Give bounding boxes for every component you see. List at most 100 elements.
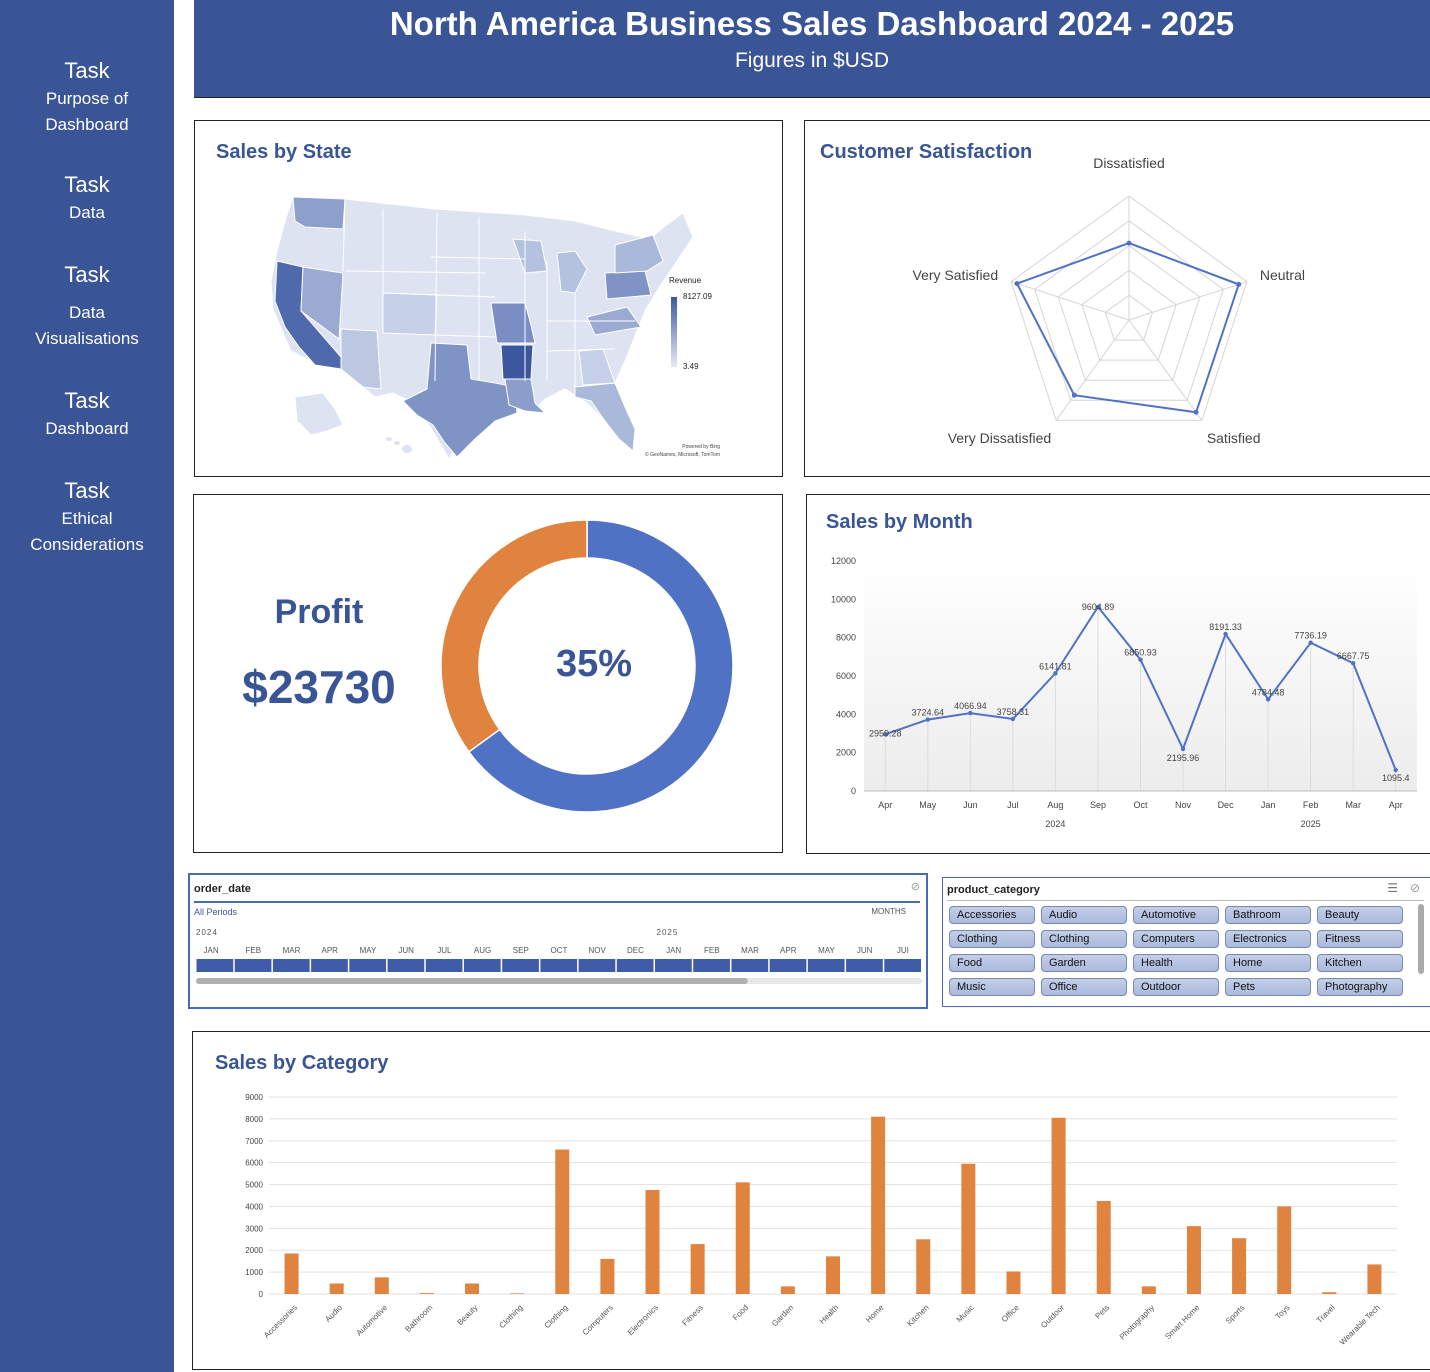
filter-clear-icon[interactable]: ⊘ bbox=[1409, 881, 1420, 895]
category-option[interactable]: Garden bbox=[1041, 954, 1127, 972]
x-tick-label: Home bbox=[864, 1303, 886, 1325]
category-option[interactable]: Kitchen bbox=[1317, 954, 1403, 972]
timeline-month-bar bbox=[693, 959, 730, 972]
order-date-timeline[interactable]: order_date ⊘ All Periods MONTHS 2024 2025… bbox=[188, 873, 928, 1009]
profit-panel: Profit $23730 35% bbox=[193, 494, 783, 853]
category-option[interactable]: Photography bbox=[1317, 978, 1403, 996]
category-bar bbox=[600, 1258, 615, 1294]
state-michigan bbox=[556, 250, 588, 294]
timeline-month-label: JUN bbox=[398, 946, 414, 955]
sales-point bbox=[1138, 657, 1143, 662]
multi-select-icon[interactable]: ☰ bbox=[1387, 881, 1398, 895]
category-option[interactable]: Fitness bbox=[1317, 930, 1403, 948]
all-periods-label: All Periods bbox=[194, 907, 238, 917]
category-option[interactable]: Clothing bbox=[1041, 930, 1127, 948]
customer-satisfaction-title: Customer Satisfaction bbox=[820, 141, 1033, 163]
state-florida bbox=[574, 382, 636, 453]
data-label: 2195.96 bbox=[1167, 753, 1200, 763]
y-tick-label: 10000 bbox=[831, 594, 856, 604]
category-option[interactable]: Music bbox=[949, 978, 1035, 996]
timeline-month-bar bbox=[616, 959, 654, 972]
timeline-month-label: MAR bbox=[741, 946, 759, 955]
nav-ethical-considerations[interactable]: Task Ethical Considerations bbox=[0, 476, 174, 558]
radar-point bbox=[1193, 409, 1199, 415]
category-option[interactable]: Pets bbox=[1225, 978, 1311, 996]
category-option[interactable]: Automotive bbox=[1133, 906, 1219, 924]
category-option[interactable]: Office bbox=[1041, 978, 1127, 996]
nav-task-label: Task bbox=[64, 262, 110, 287]
category-option[interactable]: Health bbox=[1133, 954, 1219, 972]
nav-dashboard[interactable]: Task Dashboard bbox=[0, 386, 174, 442]
category-option[interactable]: Electronics bbox=[1225, 930, 1311, 948]
category-option[interactable]: Home bbox=[1225, 954, 1311, 972]
x-tick-label: Audio bbox=[323, 1303, 344, 1324]
timeline-month-label: AUG bbox=[474, 946, 491, 955]
sales-point bbox=[883, 732, 888, 737]
slicer-scrollbar[interactable] bbox=[1418, 904, 1424, 974]
x-tick-label: Jun bbox=[963, 800, 978, 810]
category-option[interactable]: Accessories bbox=[949, 906, 1035, 924]
sales-point bbox=[1223, 631, 1228, 637]
timeline-month-label: JAN bbox=[204, 946, 219, 955]
timeline-months[interactable]: 2024 2025 JAN FEB MAR APR MAY JUN JUL AUG SEP OCT NO… bbox=[190, 875, 926, 1007]
nav-data-visualisations[interactable]: Task Data Visualisations bbox=[0, 260, 174, 352]
data-label: 3724.64 bbox=[912, 708, 945, 718]
timeline-month-label: NOV bbox=[589, 946, 607, 955]
map-credit-line1: Powered by Bing bbox=[682, 444, 720, 450]
timeline-month-bar bbox=[272, 959, 310, 972]
map-legend-max: 8127.09 bbox=[683, 292, 712, 301]
donut-slice bbox=[440, 519, 588, 753]
category-option[interactable]: Bathroom bbox=[1225, 906, 1311, 924]
x-tick-label: Sep bbox=[1090, 800, 1106, 810]
period-unit-dropdown[interactable]: MONTHS bbox=[871, 907, 906, 916]
radar-point bbox=[1014, 281, 1020, 287]
timeline-month-label: MAR bbox=[283, 946, 301, 955]
filter-clear-icon[interactable]: ⊘ bbox=[910, 881, 920, 893]
y-tick-label: 5000 bbox=[245, 1181, 263, 1190]
x-tick-label: Health bbox=[818, 1303, 841, 1326]
timeline-month-label: OCT bbox=[551, 946, 568, 955]
x-tick-label: Beauty bbox=[455, 1303, 479, 1327]
product-category-slicer[interactable]: product_category ☰ ⊘ Accessories Audio Aut… bbox=[942, 877, 1430, 1007]
x-tick-label: Oct bbox=[1133, 800, 1148, 810]
data-label: 9604.89 bbox=[1082, 602, 1115, 612]
category-bar bbox=[780, 1286, 795, 1294]
x-tick-label: Office bbox=[1000, 1303, 1021, 1324]
state-hawaii bbox=[386, 437, 412, 453]
dashboard-header: North America Business Sales Dashboard 2… bbox=[194, 0, 1430, 98]
category-option[interactable]: Clothing bbox=[949, 930, 1035, 948]
sales-by-month-panel: Sales by Month 0 2000 4000 6000 8000 10000 120… bbox=[806, 494, 1430, 854]
sales-point bbox=[1308, 640, 1313, 645]
timeline-month-label: JUL bbox=[437, 946, 452, 955]
dashboard-title: North America Business Sales Dashboard 2… bbox=[389, 5, 1235, 42]
timeline-month-bar bbox=[846, 959, 883, 972]
nav-task-label: Task bbox=[64, 58, 110, 83]
timeline-month-label: APR bbox=[322, 946, 339, 955]
x-tick-label: Aug bbox=[1047, 800, 1063, 810]
category-bar bbox=[645, 1190, 660, 1294]
data-label: 2959.28 bbox=[869, 728, 902, 738]
sales-by-category-title: Sales by Category bbox=[215, 1052, 389, 1074]
nav-data[interactable]: Task Data bbox=[0, 170, 174, 226]
map-legend-min: 3.49 bbox=[683, 362, 699, 371]
y-tick-label: 0 bbox=[259, 1290, 264, 1299]
nav-task-label: Task bbox=[64, 172, 110, 197]
category-option[interactable]: Beauty bbox=[1317, 906, 1403, 924]
timeline-month-label: MAY bbox=[360, 946, 377, 955]
sales-point bbox=[968, 710, 973, 716]
timeline-month-bar bbox=[731, 959, 769, 972]
category-option[interactable]: Food bbox=[949, 954, 1035, 972]
data-label: 1095.4 bbox=[1382, 773, 1410, 783]
y-tick-label: 0 bbox=[851, 786, 856, 796]
category-option[interactable]: Audio bbox=[1041, 906, 1127, 924]
x-tick-label: Music bbox=[955, 1303, 976, 1324]
state-louisiana bbox=[504, 378, 547, 414]
timeline-scrollbar bbox=[196, 978, 748, 984]
data-label: 8191.33 bbox=[1209, 622, 1242, 632]
category-option[interactable]: Computers bbox=[1133, 930, 1219, 948]
nav-purpose-of-dashboard[interactable]: Task Purpose of Dashboard bbox=[0, 56, 174, 138]
sales-by-category-panel: Sales by Category 0 1000 2000 3000 4000 5000 6… bbox=[192, 1031, 1430, 1370]
category-bar bbox=[961, 1163, 976, 1294]
radar-spoke bbox=[1010, 281, 1130, 321]
category-option[interactable]: Outdoor bbox=[1133, 978, 1219, 996]
